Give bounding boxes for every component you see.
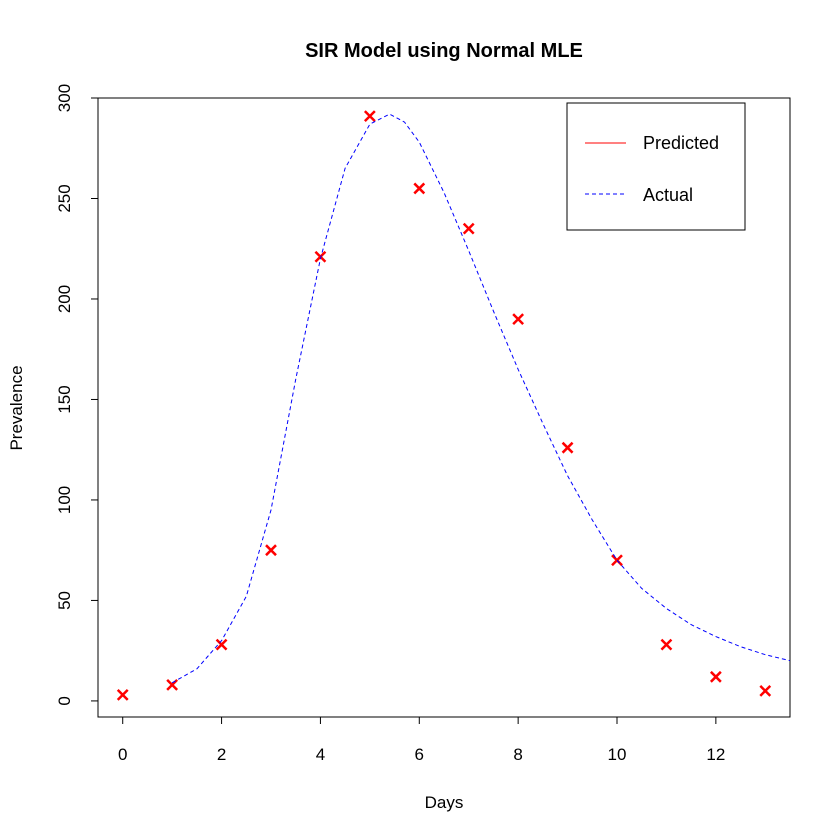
- data-point-x-marker: [413, 182, 426, 195]
- y-tick-label: 300: [55, 84, 74, 112]
- data-point-x-marker: [561, 441, 574, 454]
- x-tick-label: 8: [513, 745, 522, 764]
- legend-actual-label: Actual: [643, 185, 693, 205]
- data-point-x-marker: [166, 678, 179, 691]
- data-point-x-marker: [314, 250, 327, 263]
- legend-predicted-label: Predicted: [643, 133, 719, 153]
- chart-title: SIR Model using Normal MLE: [305, 40, 583, 62]
- axes: 0 2 4 6 8 10 12 0 50 100 150 200 250 300: [55, 84, 725, 764]
- data-marks: [116, 110, 791, 701]
- data-point-x-marker: [512, 313, 525, 325]
- data-point-x-marker: [116, 689, 129, 701]
- y-tick-label: 50: [55, 591, 74, 610]
- x-tick-label: 10: [608, 745, 627, 764]
- x-tick-label: 6: [415, 745, 424, 764]
- data-point-x-marker: [660, 638, 673, 651]
- legend-box: [566, 102, 746, 231]
- y-tick-label: 100: [55, 486, 74, 514]
- data-point-x-marker: [709, 670, 722, 683]
- y-tick-label: 200: [55, 285, 74, 313]
- x-tick-label: 4: [316, 745, 325, 764]
- y-axis-label: Prevalence: [7, 365, 26, 450]
- data-point-x-marker: [462, 222, 475, 235]
- data-point-x-marker: [363, 110, 376, 122]
- data-point-x-marker: [265, 544, 277, 557]
- data-point-x-marker: [611, 554, 623, 567]
- x-axis-label: Days: [425, 793, 464, 812]
- data-point-x-marker: [215, 638, 228, 651]
- y-tick-label: 250: [55, 184, 74, 212]
- x-tick-label: 2: [217, 745, 226, 764]
- y-tick-label: 0: [55, 696, 74, 705]
- x-tick-label: 0: [118, 745, 127, 764]
- y-tick-label: 150: [55, 385, 74, 413]
- data-point-x-marker: [759, 684, 772, 697]
- legend: Predicted Actual: [566, 102, 746, 231]
- x-tick-label: 12: [706, 745, 725, 764]
